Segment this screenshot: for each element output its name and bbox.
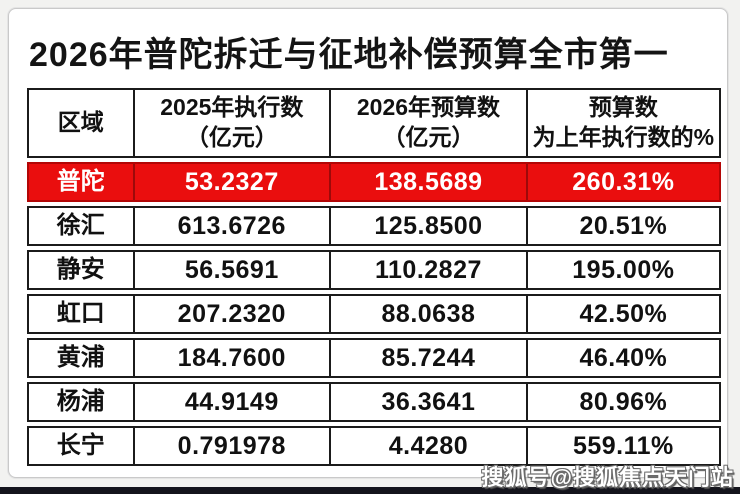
page-title: 2026年普陀拆迁与征地补偿预算全市第一 <box>29 36 669 74</box>
column-header-unit: （亿元） <box>185 124 278 150</box>
ratio-cell: 559.11% <box>525 428 719 464</box>
table-row-yangpu: 杨浦 44.9149 36.3641 80.96% <box>27 382 721 422</box>
budget-2026-cell: 88.0638 <box>329 296 526 332</box>
table-row-hongkou: 虹口 207.2320 88.0638 42.50% <box>27 294 721 334</box>
column-header-exec-2025: 2025年执行数 （亿元） <box>132 90 330 156</box>
budget-2026-cell: 85.7244 <box>329 340 526 376</box>
budget-2026-cell: 4.4280 <box>329 428 526 464</box>
column-header-budget-2026: 2026年预算数 （亿元） <box>329 90 526 156</box>
table-row-jingan: 静安 56.5691 110.2827 195.00% <box>27 250 721 290</box>
exec-2025-cell: 207.2320 <box>132 296 330 332</box>
exec-2025-cell: 0.791978 <box>132 428 330 464</box>
exec-2025-cell: 184.7600 <box>132 340 330 376</box>
column-header-label: 预算数 <box>588 94 658 121</box>
region-cell: 静安 <box>56 256 105 284</box>
column-header-label: 区域 <box>57 109 104 136</box>
budget-2026-cell: 36.3641 <box>329 384 526 420</box>
budget-2026-cell: 125.8500 <box>329 208 526 244</box>
column-header-label: 为上年执行数的% <box>532 124 715 150</box>
ratio-cell: 80.96% <box>525 384 719 420</box>
bottom-edge-strip <box>0 487 740 494</box>
table-row-huangpu: 黄浦 184.7600 85.7244 46.40% <box>27 338 721 378</box>
ratio-cell: 260.31% <box>525 164 719 200</box>
region-cell: 黄浦 <box>56 344 105 372</box>
region-cell: 长宁 <box>56 432 105 460</box>
table-row-xuhui: 徐汇 613.6726 125.8500 20.51% <box>27 206 721 246</box>
ratio-cell: 46.40% <box>525 340 719 376</box>
region-cell: 普陀 <box>56 168 105 196</box>
ratio-cell: 42.50% <box>525 296 719 332</box>
budget-2026-cell: 110.2827 <box>329 252 526 288</box>
exec-2025-cell: 613.6726 <box>132 208 330 244</box>
ratio-cell: 20.51% <box>525 208 719 244</box>
content-card: 2026年普陀拆迁与征地补偿预算全市第一 区域 2025年执行数 （亿元） 20… <box>8 8 728 478</box>
region-cell: 虹口 <box>56 300 105 328</box>
ratio-cell: 195.00% <box>525 252 719 288</box>
table-row-putuo: 普陀 53.2327 138.5689 260.31% <box>27 162 721 202</box>
table-header-row: 区域 2025年执行数 （亿元） 2026年预算数 （亿元） 预算数 为上年执行… <box>27 88 721 158</box>
column-header-unit: （亿元） <box>382 124 475 150</box>
budget-table: 区域 2025年执行数 （亿元） 2026年预算数 （亿元） 预算数 为上年执行… <box>27 88 721 466</box>
watermark-sohu: 搜狐号@搜狐焦点天门站 <box>481 465 734 490</box>
column-header-label: 2025年执行数 <box>160 94 304 121</box>
column-header-label: 2026年预算数 <box>356 94 501 121</box>
exec-2025-cell: 44.9149 <box>132 384 330 420</box>
exec-2025-cell: 53.2327 <box>132 164 330 200</box>
column-header-region: 区域 <box>29 90 133 156</box>
budget-2026-cell: 138.5689 <box>329 164 526 200</box>
region-cell: 徐汇 <box>56 212 105 240</box>
exec-2025-cell: 56.5691 <box>132 252 330 288</box>
table-row-changning: 长宁 0.791978 4.4280 559.11% <box>27 426 721 466</box>
column-header-ratio: 预算数 为上年执行数的% <box>525 90 719 156</box>
region-cell: 杨浦 <box>56 388 105 416</box>
